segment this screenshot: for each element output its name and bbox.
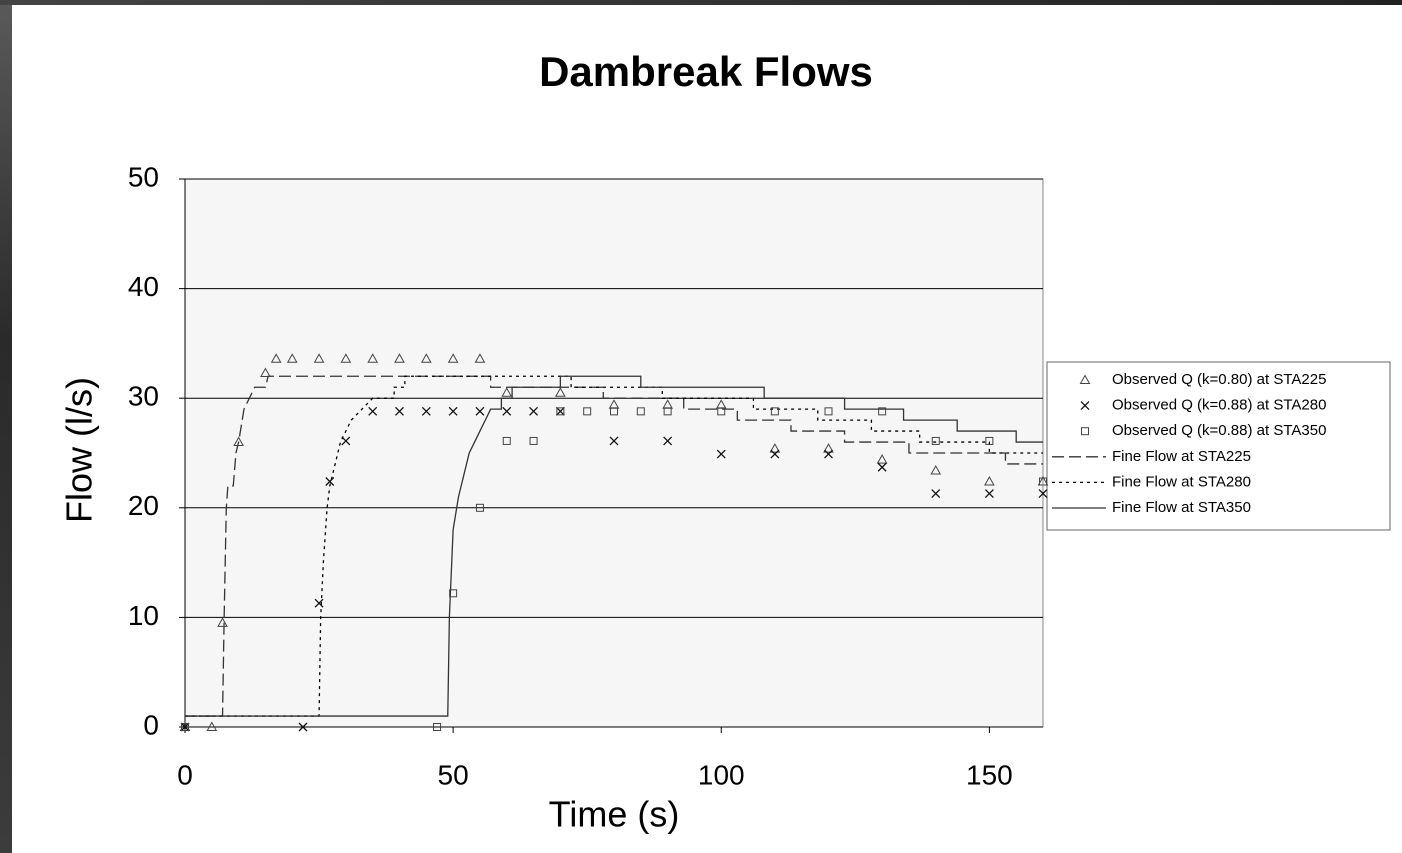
x-marker [609, 436, 619, 446]
square-marker [181, 723, 189, 731]
y-tick-label: 50 [128, 161, 159, 192]
x-marker [448, 406, 458, 416]
flow-line [185, 375, 1043, 717]
square-marker [583, 407, 592, 416]
plot-area [184, 178, 1044, 728]
x-tick-label: 100 [698, 759, 745, 790]
square-marker [931, 436, 940, 445]
triangle-marker [769, 443, 781, 453]
triangle-marker [340, 353, 352, 363]
square-marker [529, 436, 538, 445]
y-tick-label: 20 [128, 490, 159, 521]
x-tick-label: 150 [966, 759, 1013, 790]
triangle-marker [1079, 374, 1091, 384]
square-marker [985, 436, 994, 445]
triangle-marker [286, 353, 298, 363]
square-marker [449, 589, 458, 598]
x-marker [395, 406, 404, 416]
x-marker [716, 449, 726, 459]
triangle-marker [501, 387, 513, 397]
left-edge [0, 0, 12, 853]
x-marker [555, 406, 565, 416]
square-marker [1081, 427, 1089, 436]
triangle-marker [206, 721, 218, 731]
square-marker [770, 407, 779, 416]
square-marker [824, 407, 833, 416]
y-tick-label: 0 [143, 709, 159, 740]
x-marker [421, 406, 431, 416]
square-marker [502, 436, 511, 445]
x-marker [180, 722, 190, 732]
x-marker [314, 598, 324, 608]
x-marker [368, 406, 378, 416]
flow-line [185, 375, 1043, 717]
y-tick-label: 40 [128, 271, 159, 302]
square-marker [1039, 477, 1047, 486]
square-marker [475, 503, 484, 512]
x-marker [475, 406, 485, 416]
square-marker [636, 407, 645, 416]
x-marker [1038, 489, 1048, 499]
x-marker [770, 449, 780, 459]
triangle-marker [367, 353, 379, 363]
triangle-marker [447, 353, 459, 363]
legend-label: Observed Q (k=0.88) at STA280 [1112, 397, 1326, 414]
square-marker [663, 407, 672, 416]
triangle-marker [823, 443, 834, 453]
y-axis-label: Flow (l/s) [59, 377, 100, 523]
x-marker [341, 436, 351, 446]
triangle-marker [217, 617, 228, 627]
triangle-marker [233, 436, 244, 447]
chart-title: Dambreak Flows [539, 48, 873, 95]
x-tick-label: 50 [438, 759, 469, 790]
triangle-marker [420, 353, 432, 363]
square-marker [556, 407, 565, 416]
square-marker [433, 723, 442, 731]
x-marker [984, 489, 994, 499]
triangle-marker [474, 353, 486, 363]
triangle-marker [930, 465, 942, 475]
triangle-marker [876, 454, 888, 464]
x-marker [663, 436, 673, 446]
x-marker [931, 489, 941, 499]
x-marker [1080, 401, 1090, 411]
legend-label: Observed Q (k=0.88) at STA350 [1112, 422, 1326, 439]
legend-label: Fine Flow at STA350 [1112, 499, 1251, 516]
x-marker [824, 449, 833, 459]
x-marker [298, 722, 308, 732]
legend-label: Fine Flow at STA225 [1112, 448, 1251, 465]
square-marker [717, 407, 726, 416]
triangle-marker [313, 353, 325, 363]
x-tick-label: 0 [177, 759, 193, 790]
legend-label: Observed Q (k=0.80) at STA225 [1112, 371, 1326, 388]
y-tick-label: 10 [128, 600, 159, 631]
triangle-marker [270, 353, 282, 363]
x-marker [502, 406, 512, 416]
legend-label: Fine Flow at STA280 [1112, 473, 1251, 490]
x-axis-label: Time (s) [549, 794, 680, 835]
y-tick-label: 30 [128, 381, 159, 412]
x-marker [529, 406, 539, 416]
triangle-marker [260, 367, 271, 377]
triangle-marker [555, 387, 566, 397]
x-marker [325, 477, 335, 486]
square-marker [610, 407, 618, 416]
x-marker [877, 462, 887, 472]
legend [1046, 361, 1391, 531]
triangle-marker [394, 353, 405, 363]
top-edge [0, 0, 1402, 5]
triangle-marker [984, 475, 995, 486]
square-marker [878, 407, 887, 416]
